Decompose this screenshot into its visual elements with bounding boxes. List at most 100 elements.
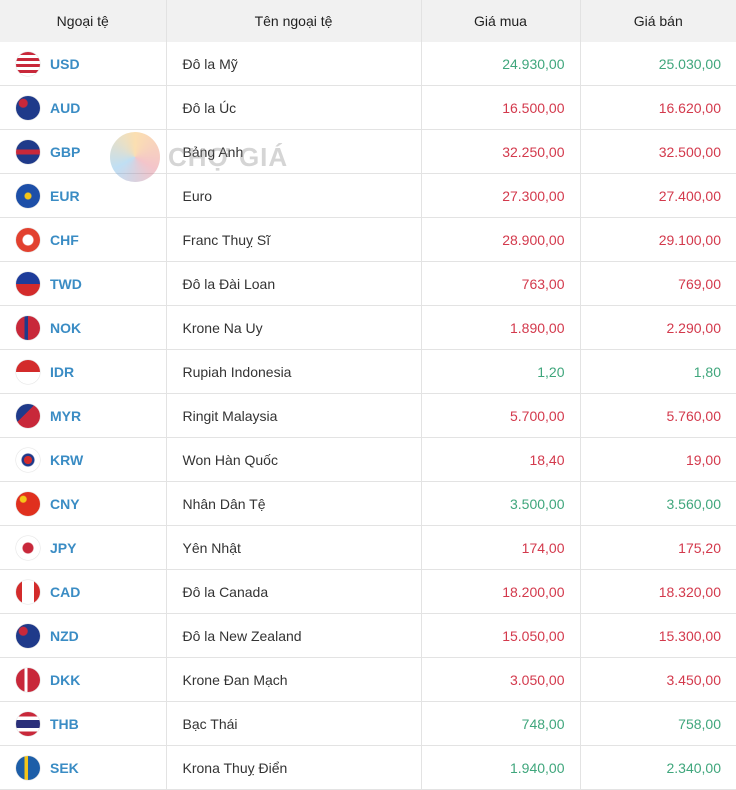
currency-cell: NOK <box>0 305 167 350</box>
currency-code[interactable]: THB <box>50 715 79 732</box>
sell-price: 1,80 <box>580 349 736 394</box>
currency-name: Won Hàn Quốc <box>166 437 422 482</box>
buy-price: 28.900,00 <box>421 217 581 262</box>
flag-chf-icon <box>16 227 40 252</box>
flag-eur-icon <box>16 183 40 208</box>
sell-price: 3.450,00 <box>580 657 736 702</box>
currency-code[interactable]: SEK <box>50 759 79 776</box>
currency-code[interactable]: GBP <box>50 143 81 160</box>
currency-code[interactable]: DKK <box>50 671 81 688</box>
buy-price: 763,00 <box>421 261 581 306</box>
table-row: GBP Bảng Anh 32.250,00 32.500,00 <box>0 129 736 174</box>
currency-name: Rupiah Indonesia <box>166 349 422 394</box>
currency-cell: JPY <box>0 525 167 570</box>
currency-name: Krone Đan Mạch <box>166 657 422 702</box>
buy-price: 1.940,00 <box>421 745 581 790</box>
currency-name: Bảng Anh <box>166 129 422 174</box>
buy-price: 18,40 <box>421 437 581 482</box>
currency-code[interactable]: CAD <box>50 583 81 600</box>
buy-price: 27.300,00 <box>421 173 581 218</box>
currency-name: Đô la Canada <box>166 569 422 614</box>
currency-code[interactable]: KRW <box>50 451 84 468</box>
flag-usd-icon <box>16 51 40 76</box>
currency-cell: GBP <box>0 129 167 174</box>
flag-jpy-icon <box>16 535 40 560</box>
sell-price: 18.320,00 <box>580 569 736 614</box>
currency-code[interactable]: JPY <box>50 539 77 556</box>
flag-twd-icon <box>16 271 40 296</box>
flag-nzd-icon <box>16 623 40 648</box>
currency-code[interactable]: TWD <box>50 275 82 292</box>
currency-code[interactable]: NZD <box>50 627 79 644</box>
sell-price: 758,00 <box>580 701 736 746</box>
sell-price: 29.100,00 <box>580 217 736 262</box>
table-row: SEK Krona Thuỵ Điển 1.940,00 2.340,00 <box>0 745 736 790</box>
currency-cell: SEK <box>0 745 167 790</box>
buy-price: 3.500,00 <box>421 481 581 526</box>
sell-price: 2.340,00 <box>580 745 736 790</box>
sell-price: 25.030,00 <box>580 42 736 86</box>
currency-code[interactable]: AUD <box>50 99 81 116</box>
currency-name: Krone Na Uy <box>166 305 422 350</box>
currency-code[interactable]: CHF <box>50 231 79 248</box>
table-row: JPY Yên Nhật 174,00 175,20 <box>0 525 736 570</box>
flag-cny-icon <box>16 491 40 516</box>
currency-cell: MYR <box>0 393 167 438</box>
sell-price: 16.620,00 <box>580 85 736 130</box>
currency-cell: KRW <box>0 437 167 482</box>
buy-price: 5.700,00 <box>421 393 581 438</box>
currency-name: Euro <box>166 173 422 218</box>
currency-code[interactable]: CNY <box>50 495 80 512</box>
table-row: MYR Ringit Malaysia 5.700,00 5.760,00 <box>0 393 736 438</box>
currency-name: Ringit Malaysia <box>166 393 422 438</box>
currency-cell: CAD <box>0 569 167 614</box>
currency-name: Nhân Dân Tệ <box>166 481 422 526</box>
sell-price: 175,20 <box>580 525 736 570</box>
sell-price: 2.290,00 <box>580 305 736 350</box>
buy-price: 24.930,00 <box>421 42 581 86</box>
currency-name: Đô la Đài Loan <box>166 261 422 306</box>
currency-name: Bạc Thái <box>166 701 422 746</box>
buy-price: 16.500,00 <box>421 85 581 130</box>
table-row: THB Bạc Thái 748,00 758,00 <box>0 701 736 746</box>
currency-name: Đô la Mỹ <box>166 42 422 86</box>
currency-cell: IDR <box>0 349 167 394</box>
table-row: NZD Đô la New Zealand 15.050,00 15.300,0… <box>0 613 736 658</box>
header-sell-price: Giá bán <box>580 0 736 42</box>
currency-code[interactable]: NOK <box>50 319 82 336</box>
header-row: Ngoại tệ Tên ngoại tệ Giá mua Giá bán <box>0 0 736 42</box>
sell-price: 3.560,00 <box>580 481 736 526</box>
currency-cell: CNY <box>0 481 167 526</box>
flag-aud-icon <box>16 95 40 120</box>
currency-code[interactable]: IDR <box>50 363 75 380</box>
currency-cell: CHF <box>0 217 167 262</box>
flag-thb-icon <box>16 711 40 736</box>
table-row: CHF Franc Thuỵ Sĩ 28.900,00 29.100,00 <box>0 217 736 262</box>
currency-cell: THB <box>0 701 167 746</box>
table-row: EUR Euro 27.300,00 27.400,00 <box>0 173 736 218</box>
table-row: CNY Nhân Dân Tệ 3.500,00 3.560,00 <box>0 481 736 526</box>
currency-code[interactable]: EUR <box>50 187 80 204</box>
currency-cell: EUR <box>0 173 167 218</box>
currency-code[interactable]: MYR <box>50 407 82 424</box>
sell-price: 15.300,00 <box>580 613 736 658</box>
buy-price: 3.050,00 <box>421 657 581 702</box>
sell-price: 27.400,00 <box>580 173 736 218</box>
header-currency: Ngoại tệ <box>0 0 167 42</box>
table-row: TWD Đô la Đài Loan 763,00 769,00 <box>0 261 736 306</box>
currency-name: Đô la New Zealand <box>166 613 422 658</box>
buy-price: 748,00 <box>421 701 581 746</box>
buy-price: 15.050,00 <box>421 613 581 658</box>
currency-cell: DKK <box>0 657 167 702</box>
flag-krw-icon <box>16 447 40 472</box>
currency-code[interactable]: USD <box>50 55 80 72</box>
buy-price: 18.200,00 <box>421 569 581 614</box>
currency-name: Franc Thuỵ Sĩ <box>166 217 422 262</box>
currency-cell: NZD <box>0 613 167 658</box>
table-row: USD Đô la Mỹ 24.930,00 25.030,00 <box>0 42 736 86</box>
table-row: IDR Rupiah Indonesia 1,20 1,80 <box>0 349 736 394</box>
flag-sek-icon <box>16 755 40 780</box>
flag-cad-icon <box>16 579 40 604</box>
buy-price: 174,00 <box>421 525 581 570</box>
